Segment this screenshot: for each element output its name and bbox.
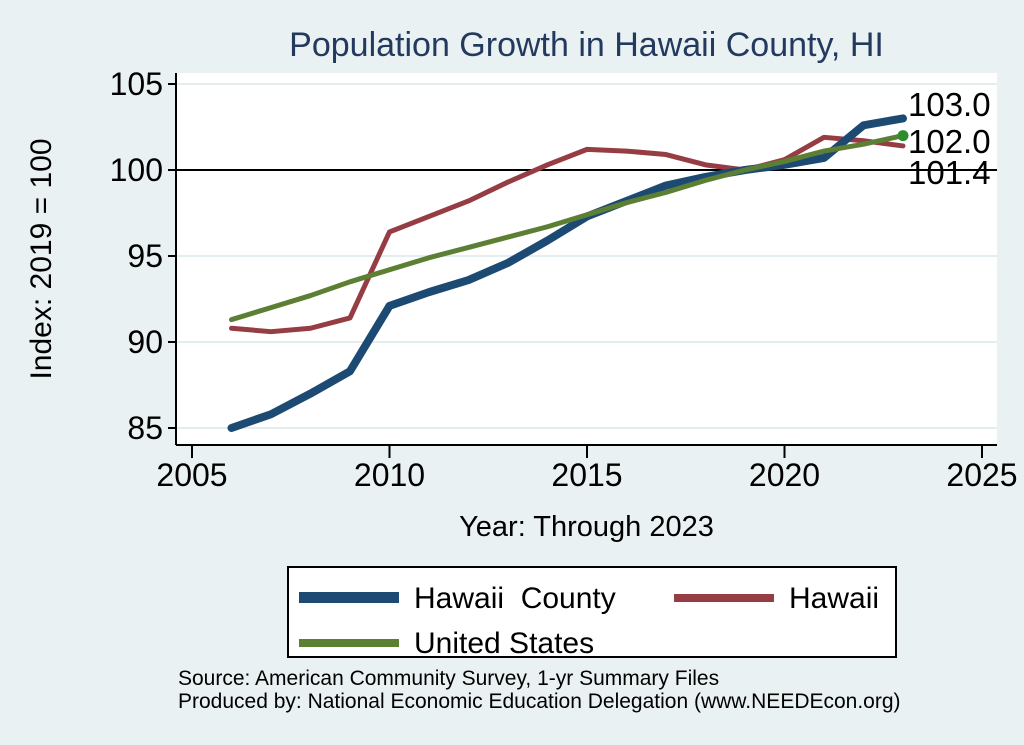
legend-swatch-hawaii-county [299,592,399,603]
source-note: Source: American Community Survey, 1-yr … [178,667,720,690]
legend: Hawaii County Hawaii United States [287,566,897,660]
x-tick-label-2010: 2010 [353,457,426,493]
legend-label-hawaii: Hawaii [789,582,880,615]
series-line-hawaii [229,134,906,335]
end-label-hawaii: 101.4 [908,154,991,191]
plot-area [176,73,997,445]
y-tick-label-95: 95 [127,238,163,274]
x-tick-label-2005: 2005 [156,457,228,493]
series-end-marker-united-states [897,130,909,142]
legend-label-united-states: United States [414,627,595,660]
y-tick-label-90: 90 [127,324,163,360]
legend-label-hawaii-county: Hawaii County [414,582,616,615]
footer-notes: Source: American Community Survey, 1-yr … [178,667,901,713]
y-tick-label-85: 85 [127,410,163,446]
x-tick-label-2025: 2025 [946,457,1018,493]
x-axis-title: Year: Through 2023 [459,511,714,543]
series-line-united-states [229,133,906,323]
end-label-hawaii-county: 103.0 [908,86,991,123]
y-tick-label-100: 100 [109,152,163,188]
x-tick-label-2015: 2015 [551,457,623,493]
legend-swatch-hawaii [674,594,774,602]
y-tick-label-105: 105 [109,66,163,102]
end-label-united-states: 102.0 [908,123,991,160]
producer-note: Produced by: National Economic Education… [178,690,901,713]
series-line-hawaii-county [227,114,907,432]
y-axis-title: Index: 2019 = 100 [25,138,58,380]
chart-title: Population Growth in Hawaii County, HI [289,26,884,64]
legend-swatch-united-states [299,639,399,647]
x-tick-label-2020: 2020 [748,457,821,493]
